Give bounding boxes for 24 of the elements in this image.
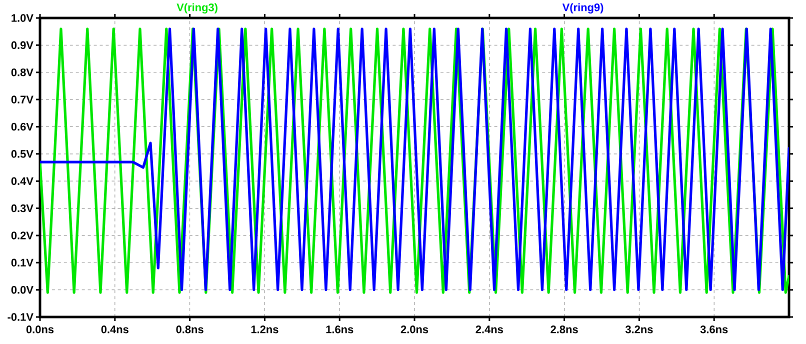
x-tick-label: 3.6ns <box>700 326 728 334</box>
y-tick-label: 0.4V <box>11 177 34 185</box>
x-tick-label: 1.2ns <box>251 326 278 334</box>
x-tick-label: 1.6ns <box>326 326 354 334</box>
x-tick-label: 3.2ns <box>625 326 653 334</box>
y-tick-label: 0.9V <box>11 41 34 50</box>
series-label: V(ring3) <box>176 3 218 14</box>
y-tick-label: 0.7V <box>11 96 34 104</box>
y-tick-label: 0.8V <box>11 68 34 76</box>
y-tick-label: 0.6V <box>11 122 34 131</box>
y-tick-label: -0.1V <box>8 313 34 321</box>
x-tick-label: 2.8ns <box>550 326 578 334</box>
x-tick-label: 0.4ns <box>101 326 128 334</box>
y-tick-label: 1.0V <box>12 14 34 22</box>
y-tick-label: 0.1V <box>11 258 34 267</box>
x-tick-label: 0.8ns <box>176 326 204 334</box>
x-tick-label: 2.0ns <box>400 326 428 334</box>
x-tick-label: 0.0ns <box>26 326 54 334</box>
y-tick-label: 0.5V <box>11 150 34 158</box>
y-tick-label: 0.0V <box>11 286 34 294</box>
x-tick-label: 2.4ns <box>476 326 503 334</box>
series-label: V(ring9) <box>562 3 604 14</box>
y-tick-label: 0.2V <box>11 232 34 240</box>
y-tick-label: 0.3V <box>11 204 34 212</box>
